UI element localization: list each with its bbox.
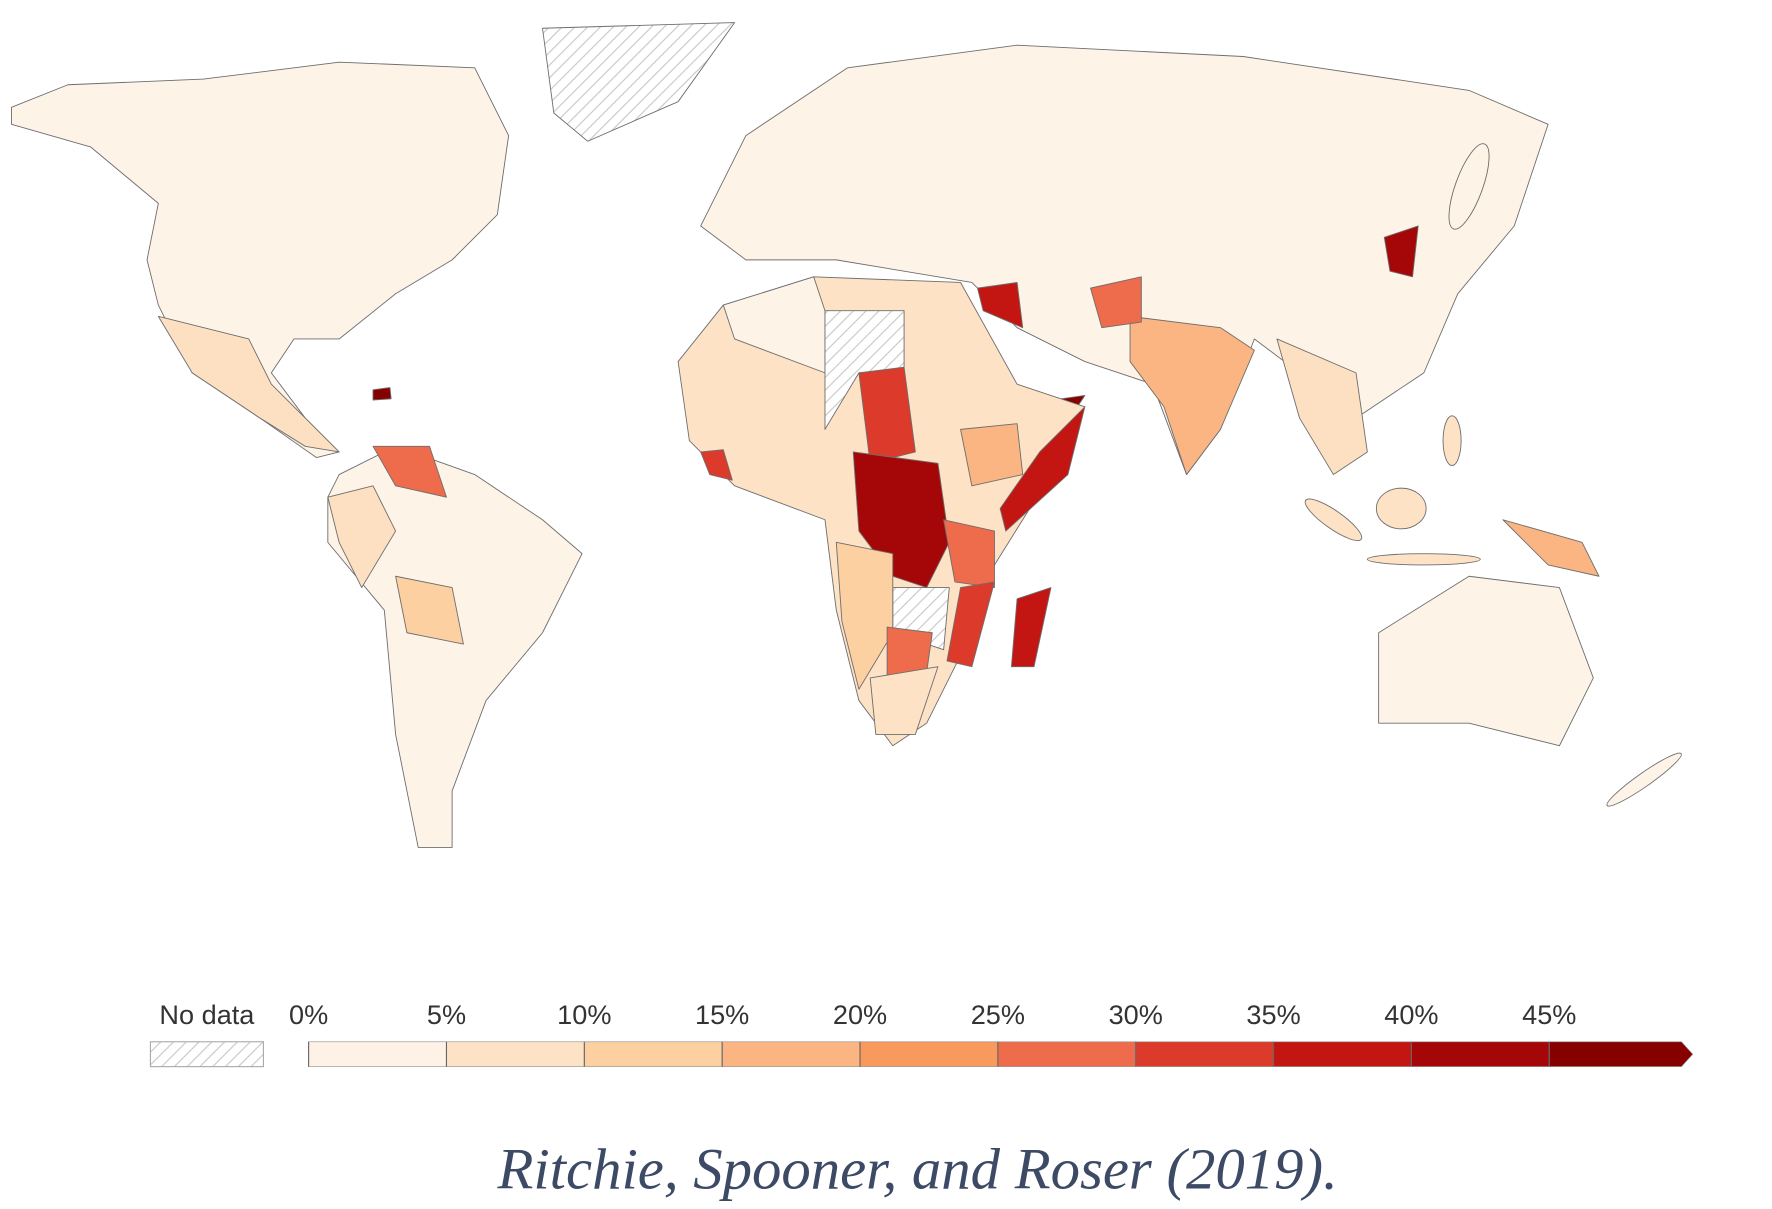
region [157,315,340,453]
legend-swatch [308,1041,447,1067]
region [1276,338,1368,476]
region [1378,575,1594,747]
region [1304,498,1363,542]
region [1448,143,1490,230]
region [858,366,916,464]
region [1375,487,1427,530]
legend-swatch [997,1041,1137,1067]
tick-label: 20% [833,999,887,1030]
region [1383,225,1419,278]
legend-swatch [583,1041,723,1067]
region [542,22,736,142]
tick-label: 10% [557,999,611,1030]
region [1502,519,1600,577]
region [1010,587,1052,668]
tick-label: 35% [1246,999,1300,1030]
no-data-label: No data [159,999,255,1030]
tick-label: 0% [289,999,328,1030]
region [327,445,583,848]
region [960,423,1024,487]
region [700,449,733,481]
legend-swatch [1135,1041,1274,1067]
legend-swatch [1411,1041,1550,1067]
region [372,387,392,401]
region [1442,415,1462,466]
region [1606,752,1682,807]
region [1129,315,1255,476]
legend-swatch [1548,1041,1694,1067]
region [327,485,397,589]
legend: No data 0% 5% 10% 15% 20% 25% 30% 35% 40% 45% [149,999,1694,1068]
tick-label: 15% [695,999,749,1030]
tick-label: 40% [1384,999,1438,1030]
caption: Ritchie, Spooner, and Roser (2019). [496,1137,1337,1202]
region [946,581,995,668]
legend-swatch [721,1041,861,1067]
region [11,61,510,459]
region [869,666,939,735]
region [395,575,464,645]
region [1090,276,1142,329]
tick-label: 25% [971,999,1025,1030]
region [835,541,894,690]
region [372,445,447,498]
region [977,282,1024,329]
world-map [11,22,1682,848]
legend-swatch [446,1041,585,1067]
tick-label: 30% [1109,999,1163,1030]
region [943,519,995,589]
legend-swatch [1273,1041,1412,1067]
region [1366,553,1481,566]
no-data-swatch [149,1041,264,1068]
tick-label: 45% [1522,999,1576,1030]
legend-swatch [859,1041,999,1067]
tick-label: 5% [427,999,466,1030]
region [999,406,1086,532]
